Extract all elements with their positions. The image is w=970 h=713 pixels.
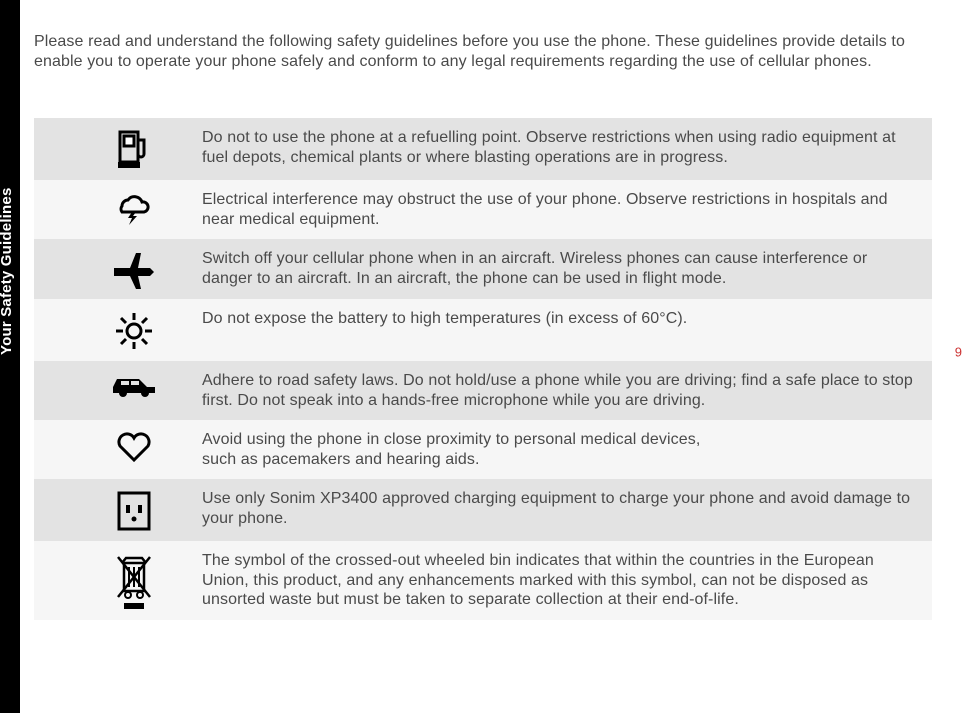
guideline-text: Do not expose the battery to high temper… — [174, 309, 926, 329]
guideline-row: Switch off your cellular phone when in a… — [34, 239, 932, 299]
guideline-row: The symbol of the crossed-out wheeled bi… — [34, 541, 932, 620]
heart-icon — [94, 430, 174, 462]
car-icon — [94, 371, 174, 397]
guideline-text: Electrical interference may obstruct the… — [174, 190, 926, 229]
guideline-row: Do not to use the phone at a refuelling … — [34, 118, 932, 180]
guideline-row: Electrical interference may obstruct the… — [34, 180, 932, 239]
weee-bin-icon — [94, 551, 174, 609]
airplane-icon — [94, 249, 174, 289]
fuel-pump-icon — [94, 128, 174, 170]
guideline-row: Use only Sonim XP3400 approved charging … — [34, 479, 932, 541]
sun-icon — [94, 309, 174, 351]
guideline-rows: Do not to use the phone at a refuelling … — [34, 118, 932, 620]
page-root: Your Safety Guidelines 9 Please read and… — [0, 0, 970, 713]
side-black-strip — [0, 0, 20, 713]
guideline-text: Switch off your cellular phone when in a… — [174, 249, 926, 288]
guideline-text: Do not to use the phone at a refuelling … — [174, 128, 926, 167]
guideline-text: The symbol of the crossed-out wheeled bi… — [174, 551, 926, 610]
intro-paragraph: Please read and understand the following… — [34, 32, 932, 72]
guideline-row: Avoid using the phone in close proximity… — [34, 420, 932, 479]
section-title-vertical: Your Safety Guidelines — [0, 188, 15, 356]
storm-icon — [94, 190, 174, 226]
guideline-row: Adhere to road safety laws. Do not hold/… — [34, 361, 932, 420]
guideline-text: Adhere to road safety laws. Do not hold/… — [174, 371, 926, 410]
outlet-icon — [94, 489, 174, 531]
content-area: Please read and understand the following… — [34, 32, 932, 620]
guideline-text: Avoid using the phone in close proximity… — [174, 430, 926, 469]
page-number: 9 — [955, 345, 962, 360]
guideline-text: Use only Sonim XP3400 approved charging … — [174, 489, 926, 528]
guideline-row: Do not expose the battery to high temper… — [34, 299, 932, 361]
